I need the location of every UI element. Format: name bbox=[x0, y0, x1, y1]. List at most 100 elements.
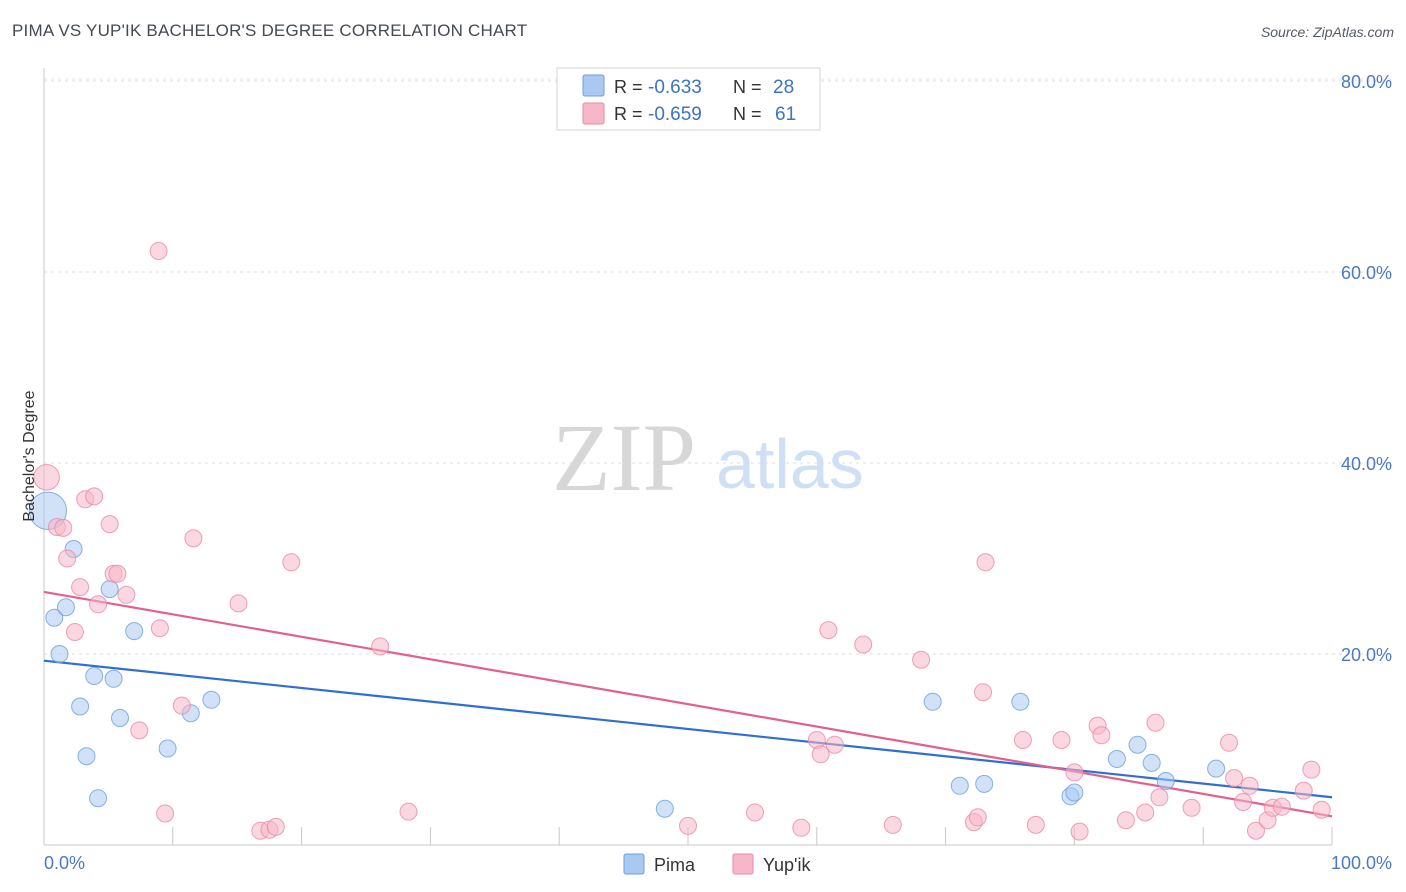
legend-r-value-yupik: -0.659 bbox=[648, 104, 702, 125]
point-yupik bbox=[399, 802, 418, 821]
legend-r-label-pima: R = bbox=[614, 77, 643, 97]
point-yupik bbox=[1294, 781, 1313, 800]
y-tick-label: 40.0% bbox=[1341, 454, 1392, 474]
point-yupik bbox=[746, 803, 764, 822]
point-pima bbox=[56, 598, 75, 617]
point-pima bbox=[1207, 759, 1226, 778]
point-pima bbox=[50, 645, 69, 663]
point-yupik bbox=[100, 515, 119, 534]
point-pima bbox=[1142, 753, 1161, 772]
point-pima bbox=[77, 747, 96, 766]
legend-swatch-pima bbox=[582, 74, 605, 97]
point-yupik bbox=[371, 637, 390, 656]
legend-n-value-pima: 28 bbox=[773, 77, 794, 98]
point-pima bbox=[975, 774, 994, 793]
point-yupik bbox=[117, 585, 136, 604]
point-pima bbox=[655, 799, 674, 818]
point-yupik bbox=[89, 595, 108, 614]
x-tick-label: 0.0% bbox=[44, 853, 85, 873]
point-pima bbox=[923, 692, 942, 711]
point-yupik bbox=[54, 518, 73, 537]
series-label-yupik: Yup'ik bbox=[763, 855, 811, 875]
point-pima bbox=[85, 667, 104, 685]
point-yupik bbox=[974, 683, 992, 702]
trend-line-pima bbox=[43, 659, 1333, 799]
source-credit: Source: ZipAtlas.com bbox=[1260, 24, 1394, 40]
legend-swatch-yupik bbox=[582, 102, 605, 125]
trend-line-yupik bbox=[43, 590, 1333, 818]
point-yupik bbox=[71, 578, 90, 597]
series-swatch-pima bbox=[623, 853, 645, 875]
point-pima bbox=[1156, 772, 1175, 790]
watermark-zip: ZIP bbox=[552, 404, 696, 511]
point-yupik bbox=[1092, 726, 1111, 745]
y-tick-label: 60.0% bbox=[1341, 263, 1392, 283]
point-yupik bbox=[1146, 713, 1165, 732]
point-pima bbox=[125, 622, 144, 641]
point-yupik bbox=[1247, 821, 1265, 840]
point-pima bbox=[111, 709, 129, 727]
point-yupik bbox=[1026, 815, 1045, 834]
series-label-pima: Pima bbox=[654, 855, 696, 875]
point-pima bbox=[100, 580, 119, 599]
point-yupik bbox=[1225, 769, 1244, 788]
series-swatch-yupik bbox=[732, 853, 754, 875]
point-yupik bbox=[149, 242, 168, 260]
point-yupik bbox=[854, 635, 873, 654]
point-yupik bbox=[968, 808, 987, 827]
point-yupik bbox=[912, 650, 931, 669]
legend-r-label-yupik: R = bbox=[614, 104, 643, 124]
point-yupik bbox=[1013, 731, 1032, 749]
point-yupik bbox=[85, 487, 104, 506]
y-tick-label: 80.0% bbox=[1341, 72, 1392, 92]
point-yupik bbox=[679, 816, 697, 835]
point-yupik bbox=[1070, 822, 1089, 841]
point-pima bbox=[45, 608, 64, 627]
point-yupik bbox=[1272, 797, 1291, 816]
x-tick-label: 100.0% bbox=[1331, 853, 1392, 873]
point-yupik bbox=[819, 621, 838, 640]
point-pima bbox=[158, 739, 177, 758]
point-yupik bbox=[1052, 731, 1071, 749]
point-yupik bbox=[184, 529, 203, 548]
trend-lines bbox=[43, 590, 1333, 818]
point-yupik bbox=[156, 804, 175, 823]
point-yupik bbox=[229, 594, 248, 613]
chart-title: PIMA VS YUP'IK BACHELOR'S DEGREE CORRELA… bbox=[12, 21, 528, 40]
point-pima bbox=[1107, 750, 1126, 768]
point-pima bbox=[104, 669, 123, 688]
legend-n-value-yupik: 61 bbox=[775, 104, 796, 125]
point-pima bbox=[1065, 783, 1084, 802]
point-yupik bbox=[811, 745, 830, 764]
point-pima bbox=[1128, 735, 1147, 754]
y-tick-label: 20.0% bbox=[1341, 645, 1392, 665]
point-yupik bbox=[976, 553, 995, 572]
correlation-legend: R = -0.633 N = 28 R = -0.659 N = 61 bbox=[556, 67, 821, 131]
point-yupik bbox=[266, 817, 285, 836]
point-yupik bbox=[172, 696, 191, 715]
watermark-atlas: atlas bbox=[716, 425, 864, 503]
point-yupik bbox=[883, 815, 902, 834]
tick-labels: 20.0% 40.0% 60.0% 80.0% 0.0% 100.0% bbox=[44, 72, 1392, 873]
point-yupik bbox=[1302, 760, 1321, 779]
point-pima bbox=[202, 690, 221, 709]
data-points bbox=[28, 242, 1331, 841]
point-yupik bbox=[108, 564, 127, 583]
legend-n-label-pima: N = bbox=[733, 77, 762, 97]
point-yupik bbox=[1312, 800, 1331, 819]
series-legend: Pima Yup'ik bbox=[623, 853, 811, 875]
point-yupik bbox=[825, 735, 844, 754]
point-pima bbox=[950, 776, 969, 795]
point-yupik bbox=[1136, 803, 1155, 822]
point-yupik bbox=[1234, 793, 1253, 811]
point-yupik bbox=[1116, 811, 1135, 830]
legend-n-label-yupik: N = bbox=[733, 104, 762, 124]
point-yupik bbox=[33, 464, 60, 491]
point-pima bbox=[71, 697, 90, 716]
point-yupik bbox=[1065, 763, 1084, 782]
watermark: ZIP atlas bbox=[552, 404, 864, 511]
legend-r-value-pima: -0.633 bbox=[648, 77, 702, 98]
point-yupik bbox=[1182, 798, 1201, 817]
point-yupik bbox=[1240, 776, 1259, 795]
point-yupik bbox=[282, 553, 301, 572]
